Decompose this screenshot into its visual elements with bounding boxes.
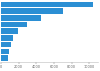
Bar [1, 22, 28, 27]
Bar [1, 49, 9, 54]
Bar [1, 28, 18, 34]
Bar [1, 2, 93, 7]
Bar [1, 8, 63, 14]
Bar [1, 35, 13, 41]
Bar [1, 42, 11, 47]
Bar [1, 15, 41, 21]
Bar [1, 55, 8, 61]
